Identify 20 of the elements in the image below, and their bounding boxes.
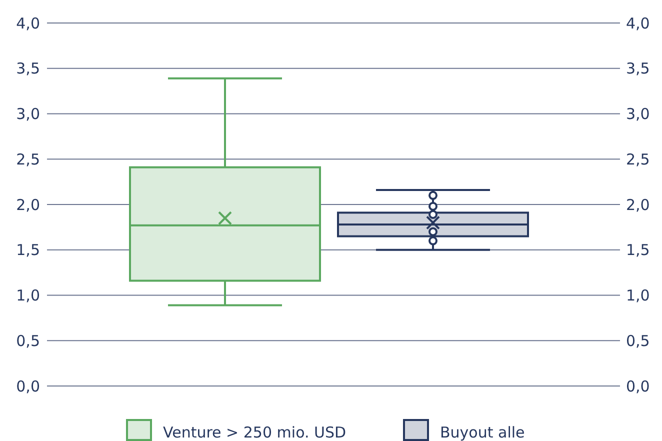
y-tick-label: 3,0	[16, 105, 40, 123]
y2-tick-label: 0,0	[626, 377, 650, 396]
y-tick-label: 2,5	[16, 150, 40, 168]
y-tick-label: 4,0	[16, 14, 40, 32]
y-tick-label: 0,5	[16, 332, 40, 350]
y-tick-label: 2,0	[16, 196, 40, 214]
y-tick-label: 3,5	[16, 60, 40, 78]
legend-label: Venture > 250 mio. USD	[163, 423, 346, 441]
y2-tick-label: 1,5	[626, 241, 650, 260]
y2-tick-label: 1,0	[626, 286, 650, 304]
y2-tick-label: 3,0	[626, 105, 650, 123]
y2-tick-label: 2,0	[626, 196, 650, 214]
y2-tick-label: 4,0	[626, 14, 650, 32]
y-tick-label: 1,5	[16, 241, 40, 260]
y2-tick-label: 0,5	[626, 332, 650, 350]
y-tick-label: 1,0	[16, 286, 40, 304]
y-tick-label: 0,0	[16, 377, 40, 396]
y2-tick-label: 2,5	[626, 150, 650, 168]
y2-tick-label: 3,5	[626, 60, 650, 78]
legend-label: Buyout alle	[440, 423, 525, 441]
